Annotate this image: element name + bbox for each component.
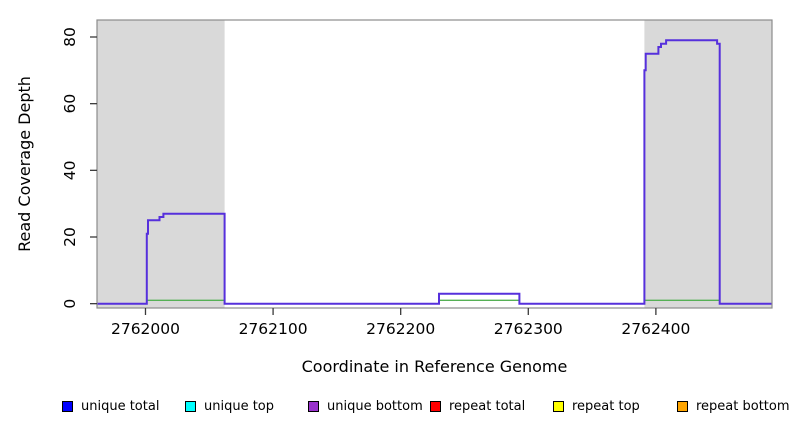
coverage-plot-svg: 2762000 2762100 2762200 2762300 2762400 0 20 40… bbox=[15, 19, 773, 376]
unique-top-swatch-icon bbox=[185, 401, 196, 412]
x-tick-label: 2762000 bbox=[111, 320, 180, 338]
x-tick-label: 2762100 bbox=[239, 320, 308, 338]
x-axis-title: Coordinate in Reference Genome bbox=[302, 357, 568, 376]
plot-box bbox=[96, 19, 773, 309]
repeat-total-swatch-icon bbox=[430, 401, 441, 412]
repeat-region-shading bbox=[644, 20, 772, 308]
legend-item-unique-total: unique total bbox=[62, 399, 159, 414]
legend-item-repeat-total: repeat total bbox=[430, 399, 525, 414]
repeat-top-swatch-icon bbox=[553, 401, 564, 412]
x-tick-label: 2762300 bbox=[494, 320, 563, 338]
y-tick-label: 0 bbox=[61, 299, 79, 309]
legend-label: unique top bbox=[204, 399, 275, 414]
unique-total-swatch-icon bbox=[62, 401, 73, 412]
y-tick-label: 40 bbox=[61, 160, 79, 180]
unique-bottom-swatch-icon bbox=[308, 401, 319, 412]
chart-legend: unique total unique top unique bottom re… bbox=[0, 399, 792, 421]
x-tick-label: 2762400 bbox=[621, 320, 690, 338]
legend-item-unique-bottom: unique bottom bbox=[308, 399, 423, 414]
legend-label: repeat top bbox=[572, 399, 640, 414]
repeat-region-shading bbox=[97, 20, 225, 308]
legend-item-unique-top: unique top bbox=[185, 399, 274, 414]
coverage-step-line bbox=[97, 39, 772, 305]
y-tick-label: 80 bbox=[61, 27, 79, 47]
legend-label: unique bottom bbox=[327, 399, 423, 414]
repeat-bottom-swatch-icon bbox=[677, 401, 688, 412]
legend-label: repeat total bbox=[449, 399, 526, 414]
y-axis-title: Read Coverage Depth bbox=[15, 76, 34, 252]
legend-label: unique total bbox=[81, 399, 160, 414]
legend-item-repeat-bottom: repeat bottom bbox=[677, 399, 790, 414]
x-tick-label: 2762200 bbox=[366, 320, 435, 338]
y-tick-label: 20 bbox=[61, 227, 79, 247]
legend-label: repeat bottom bbox=[696, 399, 790, 414]
y-tick-label: 60 bbox=[61, 94, 79, 114]
legend-item-repeat-top: repeat top bbox=[553, 399, 640, 414]
